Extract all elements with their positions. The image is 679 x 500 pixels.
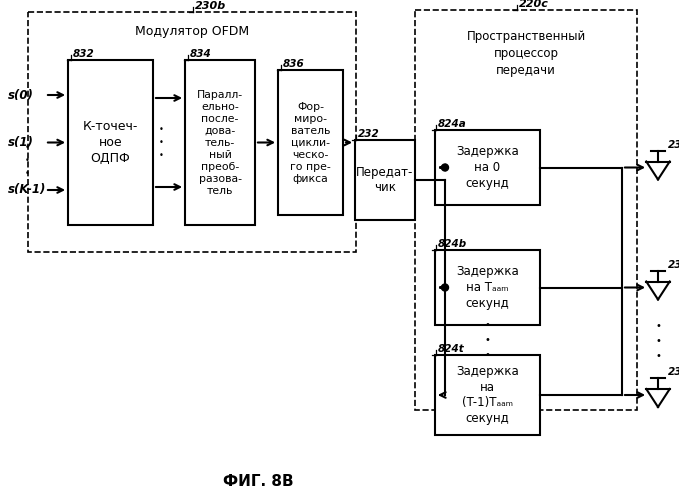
Text: •
•
•: • • •	[655, 322, 661, 361]
Bar	[415, 10, 637, 410]
Text: 824t: 824t	[438, 344, 464, 354]
Text: s(K-1): s(K-1)	[8, 184, 46, 196]
Text: Паралл-
ельно-
после-
дова-
тель-
ный
преоб-
разова-
тель: Паралл- ельно- после- дова- тель- ный пр…	[197, 90, 243, 196]
Bar	[435, 250, 540, 325]
Text: 232: 232	[358, 129, 380, 139]
Text: 832: 832	[73, 49, 95, 59]
Text: s(0): s(0)	[8, 88, 34, 102]
Bar	[278, 70, 343, 215]
Text: Задержка
на Tₐₐₘ
секунд: Задержка на Tₐₐₘ секунд	[456, 266, 519, 310]
Bar	[185, 60, 255, 225]
Text: 836: 836	[283, 59, 305, 69]
Text: 824a: 824a	[438, 119, 466, 129]
Bar	[68, 60, 153, 225]
Bar	[435, 355, 540, 435]
Text: •
•
•: • • •	[24, 144, 29, 178]
Text: Задержка
на
(T-1)Tₐₐₘ
секунд: Задержка на (T-1)Tₐₐₘ секунд	[456, 365, 519, 425]
Text: 834: 834	[190, 49, 212, 59]
Circle shape	[441, 164, 449, 171]
Text: •
•
•: • • •	[159, 126, 164, 160]
Text: Задержка
на 0
секунд: Задержка на 0 секунд	[456, 146, 519, 190]
Text: 230b: 230b	[195, 1, 226, 11]
Text: Передат-
чик: Передат- чик	[356, 166, 414, 194]
Text: 234a: 234a	[668, 140, 679, 149]
Text: 824b: 824b	[438, 239, 467, 249]
Text: 234b: 234b	[668, 260, 679, 270]
Text: К-точеч-
ное
ОДПФ: К-точеч- ное ОДПФ	[83, 120, 139, 164]
Bar	[435, 130, 540, 205]
Bar	[28, 12, 356, 252]
Text: Модулятор OFDM: Модулятор OFDM	[135, 26, 249, 38]
Bar	[355, 140, 415, 220]
Text: s(1): s(1)	[8, 136, 34, 149]
Text: Пространственный
процессор
передачи: Пространственный процессор передачи	[466, 30, 585, 77]
Text: 220c: 220c	[519, 0, 549, 9]
Circle shape	[441, 284, 449, 291]
Text: Фор-
миро-
ватель
цикли-
ческо-
го пре-
фикса: Фор- миро- ватель цикли- ческо- го пре- …	[290, 102, 331, 184]
Text: ФИГ. 8В: ФИГ. 8В	[223, 474, 293, 490]
Text: 234t: 234t	[668, 367, 679, 377]
Text: •
•
•: • • •	[485, 320, 490, 360]
